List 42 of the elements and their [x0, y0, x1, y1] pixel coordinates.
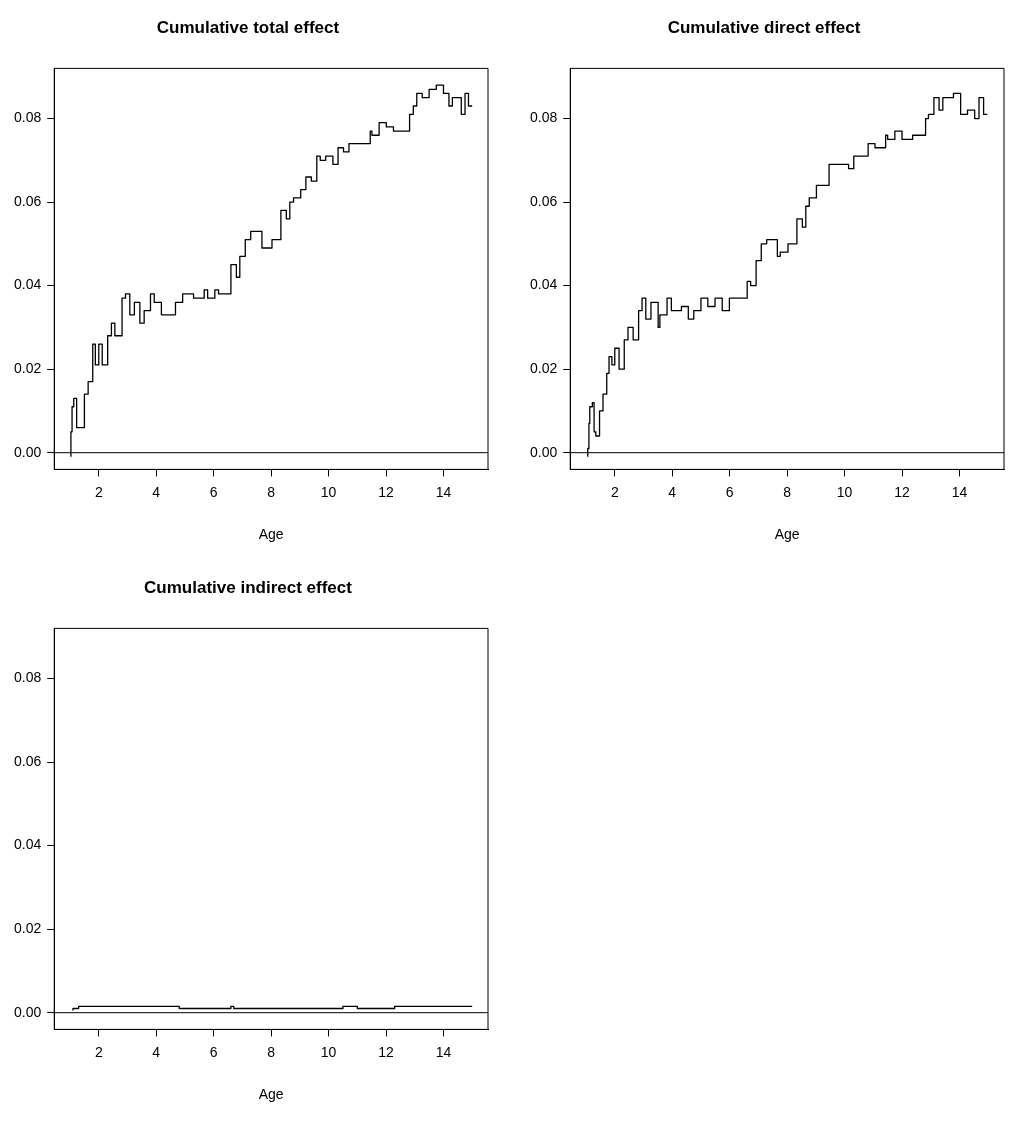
x-tick-label: 4: [668, 483, 677, 500]
y-tick-label: 0.08: [14, 669, 42, 686]
y-tick-label: 0.00: [14, 1003, 42, 1020]
y-tick-label: 0.06: [14, 752, 42, 769]
x-axis-title: Age: [258, 526, 284, 543]
x-tick-label: 14: [435, 1043, 452, 1060]
x-tick-label: 10: [320, 483, 337, 500]
y-tick-label: 0.08: [14, 109, 42, 126]
y-tick-label: 0.04: [14, 276, 42, 293]
y-tick-label: 0.02: [14, 360, 42, 377]
x-tick-label: 10: [320, 1043, 337, 1060]
x-tick-label: 12: [894, 483, 911, 500]
y-tick-label: 0.04: [14, 836, 42, 853]
y-tick-label: 0.08: [530, 109, 558, 126]
y-tick-label: 0.04: [530, 276, 558, 293]
x-axis-title: Age: [258, 1086, 284, 1103]
chart-title: Cumulative direct effect: [667, 17, 861, 37]
y-tick-label: 0.02: [14, 920, 42, 937]
x-tick-label: 8: [267, 1043, 276, 1060]
chart-title: Cumulative indirect effect: [144, 577, 353, 597]
x-tick-label: 2: [94, 483, 103, 500]
x-tick-label: 12: [378, 1043, 395, 1060]
y-tick-label: 0.06: [14, 192, 42, 209]
x-tick-label: 14: [951, 483, 968, 500]
x-tick-label: 12: [378, 483, 395, 500]
x-tick-label: 6: [725, 483, 734, 500]
x-tick-label: 2: [94, 1043, 103, 1060]
x-tick-label: 14: [435, 483, 452, 500]
x-tick-label: 4: [152, 1043, 161, 1060]
y-tick-label: 0.06: [530, 192, 558, 209]
x-tick-label: 6: [209, 483, 218, 500]
chart-title: Cumulative total effect: [156, 17, 340, 37]
x-tick-label: 2: [610, 483, 619, 500]
x-tick-label: 10: [836, 483, 853, 500]
x-tick-label: 6: [209, 1043, 218, 1060]
x-tick-label: 8: [267, 483, 276, 500]
y-tick-label: 0.00: [530, 443, 558, 460]
x-tick-label: 8: [783, 483, 792, 500]
y-tick-label: 0.00: [14, 443, 42, 460]
y-tick-label: 0.02: [530, 360, 558, 377]
x-axis-title: Age: [774, 526, 800, 543]
x-tick-label: 4: [152, 483, 161, 500]
